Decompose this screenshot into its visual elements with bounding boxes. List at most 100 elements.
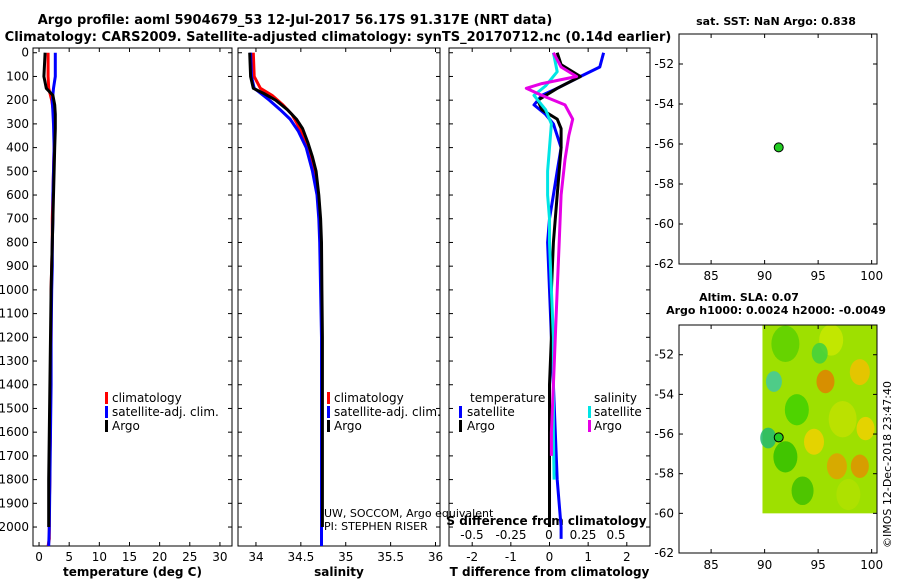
- watermark: ©IMOS 12-Dec-2018 23:47:40: [881, 381, 894, 548]
- sst-map-panel: 85 90 95 100 -52 -54 -56 -58 -60 -62: [654, 33, 883, 283]
- x-tick-label-top: 0: [545, 528, 553, 542]
- series-argo: [42, 52, 57, 527]
- depth-label: 600: [6, 188, 29, 202]
- x-tick-label: 36: [428, 550, 443, 564]
- depth-label: 700: [6, 212, 29, 226]
- x-tick-label: 35.5: [377, 550, 404, 564]
- diff-swatch-sal-sat: [588, 406, 591, 418]
- series-climatology: [251, 52, 324, 546]
- depth-label: 300: [6, 117, 29, 131]
- map-y-tick-label: -54: [654, 387, 674, 401]
- plot-frame: [32, 47, 233, 547]
- credit-line2: PI: STEPHEN RISER: [324, 520, 428, 533]
- depth-label: 800: [6, 235, 29, 249]
- depth-label: 0: [21, 46, 29, 60]
- x-tick-label: 0: [35, 550, 43, 564]
- map-x-tick-label: 90: [757, 269, 772, 283]
- map-y-tick-label: -52: [654, 348, 674, 362]
- legend-swatch-argo: [105, 420, 108, 432]
- depth-label: 200: [6, 93, 29, 107]
- x-tick-label: 1: [584, 550, 592, 564]
- depth-label: 2000: [0, 520, 29, 534]
- difference-panel: -2 -1 0 1 2T difference from climatology S di…: [446, 47, 651, 579]
- series-argo: [248, 52, 324, 527]
- map-x-tick-label: 100: [860, 269, 883, 283]
- map-y-tick-label: -58: [654, 177, 674, 191]
- x-tick-label-top: 0.5: [606, 528, 625, 542]
- salinity-panel: 34 34.5 35 35.5 36 salinity: [237, 47, 443, 579]
- series-salinity-argo: [524, 51, 579, 456]
- x-tick-label: 10: [92, 550, 107, 564]
- legend-swatch-satellite: [105, 406, 108, 418]
- depth-label: 1500: [0, 401, 29, 415]
- legend-swatch-climatology: [105, 392, 108, 404]
- sla-blob: [804, 428, 825, 455]
- plot-frame: [237, 47, 441, 547]
- map-frame: [678, 324, 878, 554]
- x-tick-label: 25: [182, 550, 197, 564]
- map-y-tick-label: -52: [654, 57, 674, 71]
- x-tick-label: 5: [65, 550, 73, 564]
- legend-climatology: climatology: [112, 391, 182, 405]
- sla-blob: [765, 371, 782, 392]
- depth-label: 1700: [0, 449, 29, 463]
- legend-argo: Argo: [112, 419, 140, 433]
- x-axis-label: salinity: [314, 565, 364, 579]
- sla-blob: [856, 416, 875, 441]
- legend2-satellite: satellite-adj. clim.: [334, 405, 441, 419]
- legend2-swatch-climatology: [327, 392, 330, 404]
- diff-swatch-temp-argo: [459, 420, 462, 432]
- series-temperature-argo: [536, 52, 582, 527]
- sla-blob: [771, 325, 800, 363]
- map-frame: [678, 33, 878, 265]
- map-x-tick-label: 95: [810, 269, 825, 283]
- legend-satellite: satellite-adj. clim.: [112, 405, 219, 419]
- map-y-tick-label: -60: [654, 506, 674, 520]
- depth-label: 1900: [0, 496, 29, 510]
- x-tick-label: 2: [623, 550, 631, 564]
- depth-label: 1300: [0, 354, 29, 368]
- sla-map-panel: 85 90 95 100 -52 -54 -56 -58 -60 -62: [654, 324, 883, 572]
- legend2-swatch-argo: [327, 420, 330, 432]
- sla-blob: [791, 476, 814, 506]
- map-y-tick-label: -58: [654, 467, 674, 481]
- depth-label: 500: [6, 164, 29, 178]
- sla-blob: [811, 342, 828, 364]
- map-x-tick-label: 85: [703, 269, 718, 283]
- map-x-tick-label: 100: [860, 558, 883, 572]
- map-x-tick-label: 95: [810, 558, 825, 572]
- x-tick-label: 30: [212, 550, 227, 564]
- profile-legend-1: climatology satellite-adj. clim. Argo: [105, 391, 219, 433]
- x-tick-label: 35: [338, 550, 353, 564]
- x-tick-label: 20: [152, 550, 167, 564]
- x-tick-label: 34.5: [287, 550, 314, 564]
- sla-blob: [760, 427, 777, 449]
- depth-label: 100: [6, 69, 29, 83]
- sla-blob: [850, 454, 869, 478]
- sla-blob: [828, 400, 857, 438]
- title-line2: Climatology: CARS2009. Satellite-adjuste…: [5, 30, 672, 45]
- series-satellite-adj-clim-: [249, 52, 323, 546]
- x-tick-label: 34: [248, 550, 263, 564]
- series-temperature-satellite: [532, 52, 606, 539]
- x-tick-label: 0: [546, 550, 554, 564]
- sla-title2: Argo h1000: 0.0024 h2000: -0.0049: [666, 304, 886, 317]
- depth-label: 900: [6, 259, 29, 273]
- x-tick-label: 15: [122, 550, 137, 564]
- x-axis-label: temperature (deg C): [63, 565, 202, 579]
- x-tick-label-top: -0.25: [495, 528, 526, 542]
- legend2-climatology: climatology: [334, 391, 404, 405]
- depth-label: 1000: [0, 283, 29, 297]
- difference-legend: temperature satellite Argo salinity sate…: [459, 391, 642, 433]
- diff-swatch-temp-sat: [459, 406, 462, 418]
- x-tick-label-top: -0.5: [460, 528, 483, 542]
- depth-label: 1200: [0, 330, 29, 344]
- depth-label: 400: [6, 141, 29, 155]
- sla-blob: [826, 453, 847, 480]
- map-y-tick-label: -60: [654, 217, 674, 231]
- legend2-argo: Argo: [334, 419, 362, 433]
- diff-legend-salinity: salinity: [594, 391, 637, 405]
- diff-legend-sal-argo: Argo: [594, 419, 622, 433]
- sla-title1: Altim. SLA: 0.07: [699, 291, 799, 304]
- x-axis-label-top: S difference from climatology: [446, 514, 646, 528]
